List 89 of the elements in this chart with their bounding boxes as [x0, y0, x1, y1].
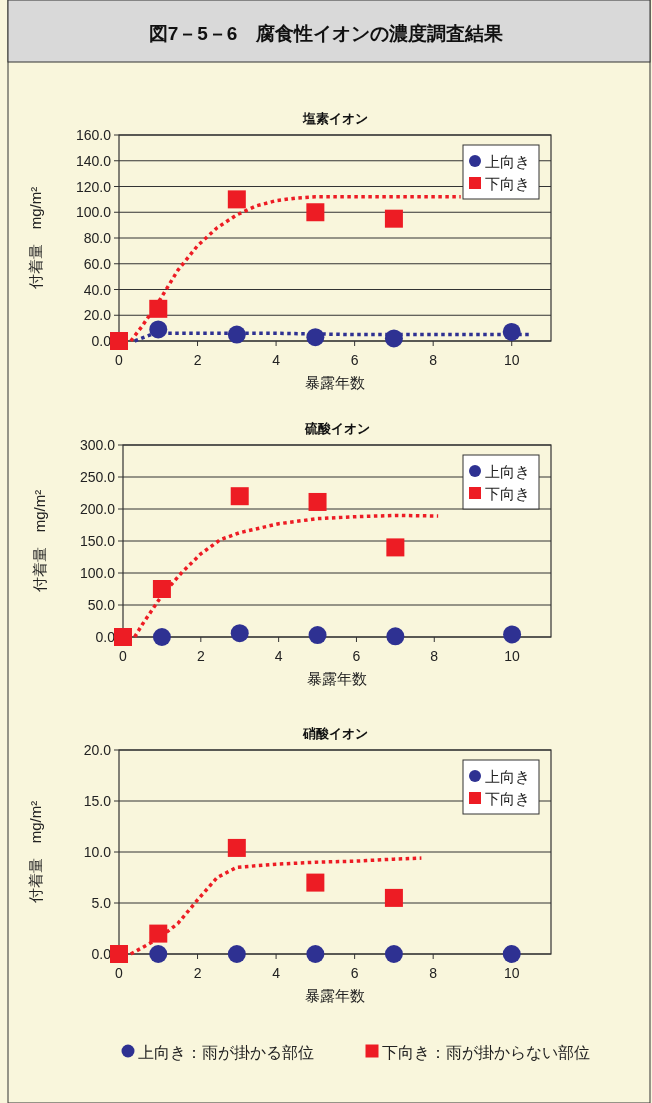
- y-tick-label: 40.0: [83, 281, 112, 298]
- caption: 図7－5－6 腐食性イオンの濃度調査結果: [148, 23, 505, 44]
- x-tick-label: 10: [504, 648, 521, 664]
- point: [306, 945, 325, 963]
- x-tick-label: 2: [193, 965, 202, 981]
- point: [503, 625, 522, 644]
- point: [152, 580, 171, 598]
- y-tick-label: 0.0: [91, 946, 112, 962]
- y-tick-label: 10.0: [83, 844, 112, 860]
- y-tick-label: 150.0: [79, 533, 116, 549]
- legend-label: 上向き: [485, 768, 530, 785]
- y-tick-label: 60.0: [83, 255, 112, 272]
- x-tick-label: 2: [196, 648, 205, 664]
- point: [308, 492, 327, 511]
- point: [227, 190, 246, 209]
- x-tick-label: 4: [274, 648, 283, 664]
- y-tick-label: 15.0: [83, 793, 112, 809]
- x-tick-label: 6: [350, 965, 359, 981]
- point: [502, 945, 521, 963]
- point: [110, 945, 128, 963]
- point: [308, 626, 327, 645]
- point: [110, 332, 128, 350]
- x-tick-label: 0: [119, 648, 128, 664]
- x-tick-label: 6: [350, 352, 359, 368]
- point: [227, 945, 246, 963]
- x-axis-title: 暴露年数: [305, 987, 365, 1004]
- point: [230, 487, 249, 506]
- text: 上向き：雨が掛かる部位: [138, 1044, 314, 1061]
- y-tick-label: 250.0: [79, 469, 116, 485]
- point: [384, 209, 403, 228]
- y-tick-label: 50.0: [87, 597, 116, 613]
- y-axis-title: 付着量 mg/m²: [31, 489, 48, 594]
- x-tick-label: 10: [503, 352, 520, 368]
- point: [386, 627, 405, 646]
- x-tick-label: 4: [272, 352, 281, 368]
- legend-label: 上向き: [485, 463, 530, 480]
- y-tick-label: 5.0: [91, 895, 112, 911]
- y-tick-label: 80.0: [83, 230, 112, 246]
- chart-title: 硫酸イオン: [303, 421, 370, 436]
- y-tick-label: 100.0: [75, 204, 112, 221]
- legend-label: 下向き: [485, 485, 530, 502]
- chart-title: 硝酸イオン: [301, 726, 368, 741]
- point: [384, 329, 403, 348]
- x-tick-label: 8: [430, 648, 439, 664]
- point: [306, 328, 325, 347]
- point: [386, 538, 405, 557]
- point: [227, 838, 246, 857]
- point: [149, 320, 168, 339]
- legend-label: 下向き: [485, 175, 530, 192]
- x-tick-label: 6: [352, 648, 361, 664]
- x-tick-label: 4: [272, 965, 281, 981]
- y-tick-label: 0.0: [95, 629, 116, 645]
- x-axis-title: 暴露年数: [307, 670, 367, 687]
- y-axis-title: 付着量 mg/m²: [27, 186, 44, 291]
- point: [149, 299, 168, 318]
- line-series: [132, 513, 440, 639]
- point: [230, 624, 249, 643]
- line-series: [129, 856, 424, 956]
- x-tick-label: 8: [429, 965, 438, 981]
- x-tick-label: 0: [115, 965, 124, 981]
- point: [152, 628, 171, 646]
- x-tick-label: 2: [193, 352, 202, 368]
- point: [502, 322, 521, 341]
- text: 下向き：雨が掛からない部位: [382, 1044, 590, 1061]
- point: [306, 873, 325, 892]
- y-tick-label: 120.0: [75, 178, 112, 195]
- point: [306, 203, 325, 222]
- legend-label: 上向き: [485, 153, 530, 170]
- point: [114, 628, 132, 646]
- x-axis-title: 暴露年数: [305, 374, 365, 391]
- y-axis-title: 付着量 mg/m²: [27, 800, 44, 905]
- point: [227, 325, 246, 344]
- x-tick-label: 10: [503, 965, 520, 981]
- x-tick-label: 8: [429, 352, 438, 368]
- y-tick-label: 0.0: [91, 333, 112, 349]
- y-tick-label: 20.0: [83, 307, 112, 324]
- point: [384, 888, 403, 907]
- y-tick-label: 300.0: [79, 437, 116, 453]
- y-tick-label: 140.0: [75, 152, 112, 169]
- legend-label: 下向き: [485, 790, 530, 807]
- y-tick-label: 200.0: [79, 501, 116, 517]
- y-tick-label: 100.0: [79, 565, 116, 581]
- y-tick-label: 160.0: [75, 127, 112, 143]
- y-tick-label: 20.0: [83, 742, 112, 758]
- point: [149, 924, 168, 943]
- point: [384, 945, 403, 963]
- x-tick-label: 0: [115, 352, 124, 368]
- point: [149, 945, 168, 963]
- chart-title: 塩素イオン: [301, 111, 368, 126]
